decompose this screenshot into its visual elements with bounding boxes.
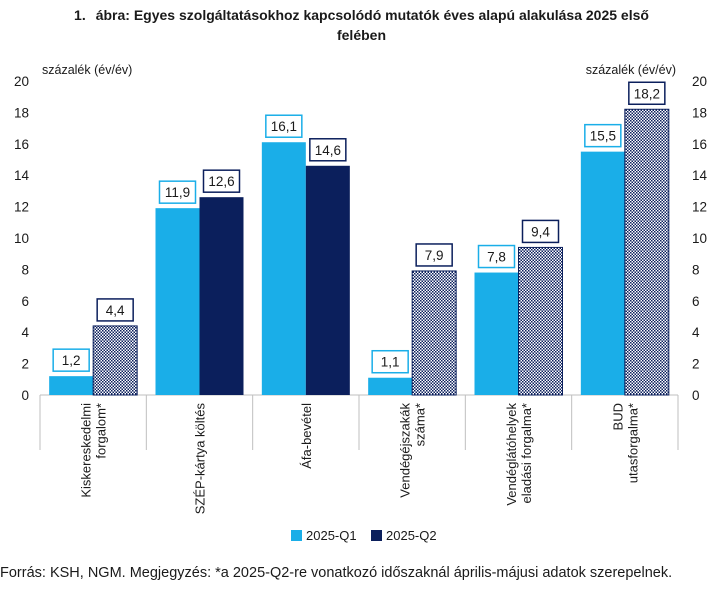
data-label: 12,6 (208, 174, 234, 189)
category-label-line: Vendégéjszakák (398, 403, 413, 498)
data-label-box (265, 114, 303, 138)
y-tick-left: 4 (21, 325, 29, 340)
bar-2025-q1-3 (368, 377, 413, 395)
bar-2025-q2-5 (624, 108, 670, 396)
data-label: 4,4 (106, 303, 125, 318)
category-label-line: Kiskereskedelmi (79, 403, 94, 498)
y-tick-right: 6 (692, 294, 700, 309)
y-tick-left: 16 (14, 137, 29, 152)
y-tick-right: 20 (692, 74, 707, 89)
chart-title: 1. ábra: Egyes szolgáltatásokhoz kapcsoló… (0, 5, 723, 45)
y-tick-left: 6 (21, 294, 29, 309)
bar-2025-q1-5 (580, 151, 625, 395)
y-tick-right: 12 (692, 200, 707, 215)
y-tick-right: 10 (692, 231, 707, 246)
figure-number: 1. (74, 7, 86, 23)
data-label-box (96, 298, 134, 322)
bar-2025-q2-4 (518, 246, 563, 396)
category-label-line: BUD (610, 403, 625, 430)
data-label: 1,1 (381, 355, 400, 370)
data-label-box (584, 123, 622, 148)
category-label-line: SZÉP-kártya költés (193, 403, 208, 515)
category-label-line: száma* (413, 403, 428, 446)
y-tick-right: 16 (692, 137, 707, 152)
y-tick-left: 2 (21, 357, 29, 372)
category-label-3: Vendégéjszakák száma* (398, 403, 428, 498)
category-label-0: Kiskereskedelmi forgalom* (79, 403, 109, 498)
category-label-line: eladási forgalma* (519, 403, 534, 503)
y-tick-left: 8 (21, 262, 29, 277)
data-label-box (309, 138, 347, 162)
data-label-box (521, 219, 560, 244)
data-label-box (415, 243, 453, 267)
bar-2025-q1-0 (49, 376, 94, 395)
y-tick-right: 2 (692, 357, 700, 372)
category-label-line: Vendéglátóhelyek (504, 403, 519, 506)
bar-2025-q1-2 (261, 142, 306, 395)
legend-swatch-2025-q1 (291, 530, 302, 541)
source-note: Forrás: KSH, NGM. Megjegyzés: *a 2025-Q2… (0, 565, 673, 581)
bar-2025-q2-3 (411, 270, 457, 396)
title-line-2: felében (336, 27, 386, 43)
y-tick-left: 10 (14, 231, 29, 246)
y-tick-left: 20 (14, 74, 29, 89)
data-label-box (371, 349, 409, 374)
data-label: 15,5 (590, 129, 616, 144)
data-label-box (477, 244, 516, 269)
y-axis-label-right: százalék (év/év) (586, 63, 676, 77)
category-label-line: utasforgalma* (625, 403, 640, 483)
bar-2025-q1-4 (474, 272, 519, 395)
legend-label-2025-q1: 2025-Q1 (306, 528, 357, 543)
category-label-5: BUD utasforgalma* (610, 403, 640, 483)
data-label: 14,6 (315, 143, 341, 158)
data-label-box (158, 180, 197, 204)
legend-swatch-2025-q2 (371, 530, 382, 541)
data-label: 1,2 (62, 353, 81, 368)
data-label: 7,9 (425, 248, 444, 263)
data-label-box (628, 81, 666, 106)
data-label: 11,9 (165, 185, 190, 200)
data-label: 18,2 (634, 86, 660, 101)
category-label-line: Áfa-bevétel (299, 403, 314, 469)
y-tick-right: 18 (692, 105, 707, 120)
category-label-1: SZÉP-kártya költés (193, 403, 208, 515)
bar-2025-q2-2 (305, 165, 350, 395)
data-label: 9,4 (531, 224, 550, 239)
y-axis-label-left: százalék (év/év) (42, 63, 132, 77)
data-label: 16,1 (271, 119, 297, 134)
y-tick-right: 14 (692, 168, 708, 183)
category-label-4: Vendéglátóhelyek eladási forgalma* (504, 403, 534, 506)
title-line-1: ábra: Egyes szolgáltatásokhoz kapcsolódó… (95, 7, 649, 23)
legend-label-2025-q2: 2025-Q2 (386, 528, 437, 543)
category-label-2: Áfa-bevétel (299, 403, 314, 469)
y-tick-left: 14 (14, 168, 30, 183)
y-tick-left: 0 (21, 388, 29, 403)
data-label-box (52, 348, 90, 372)
bar-2025-q2-1 (199, 197, 244, 395)
y-tick-left: 18 (14, 105, 29, 120)
data-label-box (202, 169, 241, 193)
bar-chart: százalék (év/év) százalék (év/év) 0 0 2 2 4 4 6 6… (14, 63, 708, 543)
bar-2025-q1-1 (155, 208, 200, 395)
y-tick-left: 12 (14, 200, 29, 215)
y-tick-right: 0 (692, 388, 700, 403)
y-tick-right: 8 (692, 262, 700, 277)
y-tick-right: 4 (692, 325, 700, 340)
category-label-line: forgalom* (94, 403, 109, 459)
data-label: 7,8 (487, 250, 506, 265)
bar-2025-q2-0 (92, 325, 138, 396)
